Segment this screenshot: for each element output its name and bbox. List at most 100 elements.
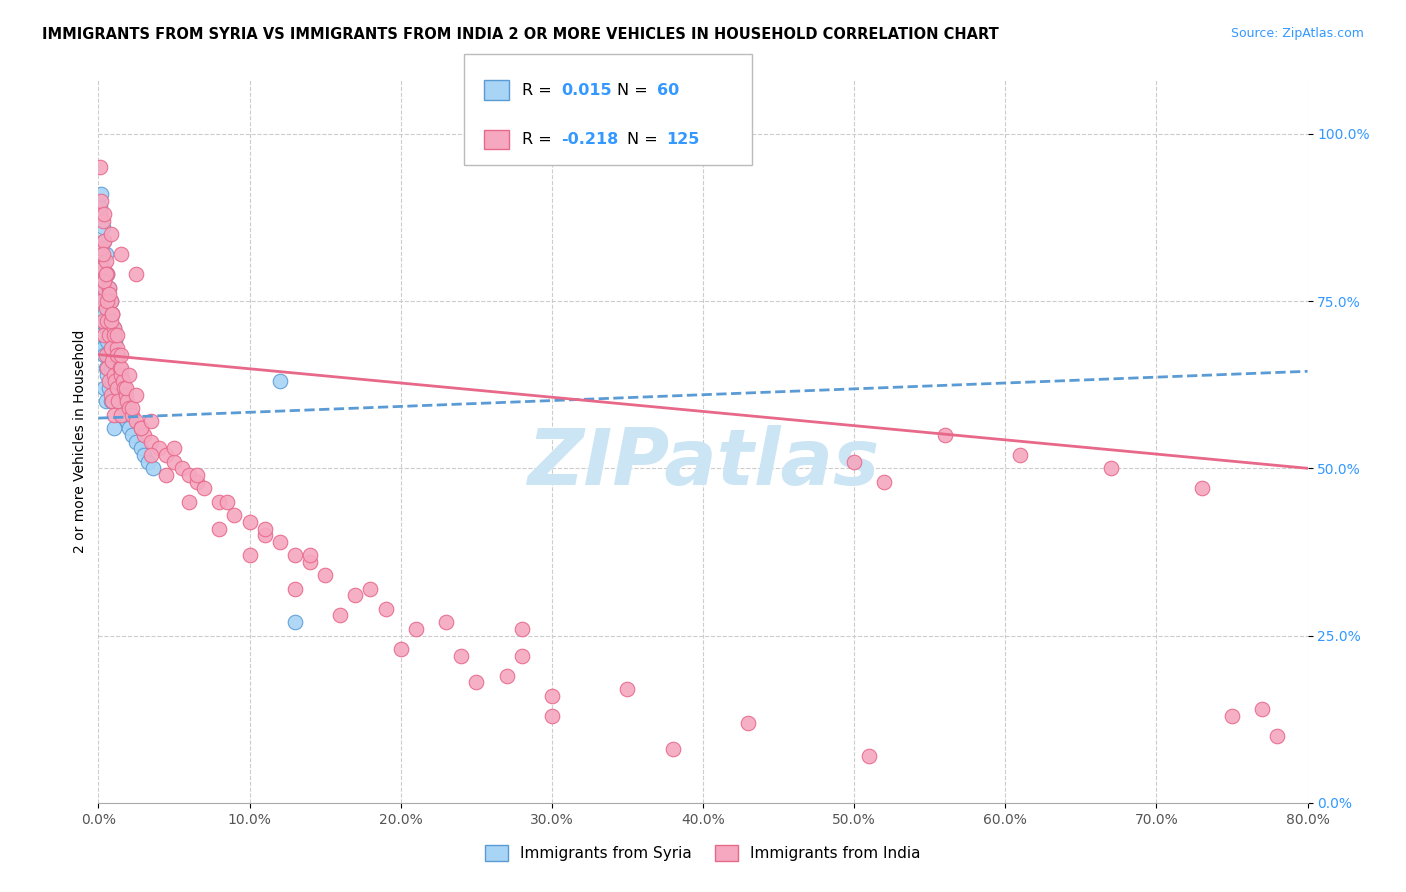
Point — [132, 448, 155, 462]
Point — [94, 394, 117, 409]
Point — [105, 381, 128, 395]
Point — [450, 648, 472, 663]
Point — [100, 314, 122, 328]
Point — [91, 247, 114, 261]
Point — [540, 708, 562, 723]
Point — [101, 307, 124, 322]
Point — [90, 341, 112, 355]
Point — [105, 348, 128, 362]
Point — [94, 361, 117, 376]
Point — [510, 648, 533, 663]
Point — [103, 321, 125, 335]
Point — [98, 314, 121, 328]
Point — [114, 387, 136, 401]
Point — [93, 274, 115, 288]
Point — [239, 515, 262, 529]
Point — [93, 234, 115, 248]
Point — [129, 421, 152, 435]
Text: -0.218: -0.218 — [561, 132, 619, 147]
Point — [155, 467, 177, 482]
Point — [94, 348, 117, 362]
Point — [111, 394, 134, 409]
Point — [193, 482, 215, 496]
Point — [105, 327, 128, 342]
Point — [100, 294, 122, 309]
Point — [284, 548, 307, 563]
Point — [89, 314, 111, 328]
Point — [215, 494, 238, 508]
Point — [112, 401, 135, 416]
Point — [121, 408, 143, 422]
Point — [89, 260, 111, 275]
Point — [89, 207, 111, 221]
Point — [314, 568, 336, 582]
Point — [103, 421, 125, 435]
Point — [104, 368, 127, 382]
Point — [661, 742, 683, 756]
Point — [93, 348, 115, 362]
Point — [118, 368, 141, 382]
Point — [103, 354, 125, 368]
Point — [96, 294, 118, 309]
Point — [103, 387, 125, 401]
Point — [269, 534, 291, 549]
Point — [103, 327, 125, 342]
Point — [93, 234, 115, 248]
Point — [186, 475, 208, 489]
Point — [108, 375, 131, 389]
Point — [108, 361, 131, 376]
Point — [100, 394, 122, 409]
Point — [100, 341, 122, 355]
Point — [89, 161, 111, 175]
Point — [101, 307, 124, 322]
Legend: Immigrants from Syria, Immigrants from India: Immigrants from Syria, Immigrants from I… — [479, 839, 927, 867]
Point — [100, 387, 122, 401]
Point — [125, 268, 148, 282]
Point — [540, 689, 562, 703]
Point — [873, 475, 896, 489]
Point — [94, 254, 117, 268]
Point — [93, 207, 115, 221]
Point — [114, 408, 136, 422]
Point — [129, 442, 152, 455]
Point — [163, 442, 186, 455]
Point — [299, 555, 322, 569]
Point — [121, 427, 143, 442]
Point — [98, 281, 121, 295]
Y-axis label: 2 or more Vehicles in Household: 2 or more Vehicles in Household — [73, 330, 87, 553]
Point — [163, 455, 186, 469]
Point — [101, 394, 124, 409]
Point — [90, 187, 112, 202]
Point — [103, 368, 125, 382]
Point — [104, 375, 127, 389]
Point — [136, 455, 159, 469]
Point — [93, 274, 115, 288]
Point — [90, 241, 112, 255]
Point — [170, 461, 193, 475]
Point — [91, 341, 114, 355]
Point — [96, 361, 118, 376]
Point — [104, 327, 127, 342]
Point — [100, 361, 122, 376]
Point — [107, 361, 129, 376]
Text: 125: 125 — [666, 132, 700, 147]
Point — [94, 287, 117, 301]
Point — [1220, 708, 1243, 723]
Point — [148, 442, 170, 455]
Point — [90, 287, 112, 301]
Point — [121, 401, 143, 416]
Point — [110, 348, 132, 362]
Point — [103, 408, 125, 422]
Point — [98, 287, 121, 301]
Point — [93, 307, 115, 322]
Point — [844, 455, 866, 469]
Point — [100, 227, 122, 242]
Point — [96, 268, 118, 282]
Point — [284, 582, 307, 596]
Point — [186, 467, 208, 482]
Point — [1191, 482, 1213, 496]
Point — [98, 375, 121, 389]
Point — [1251, 702, 1274, 716]
Point — [1267, 729, 1289, 743]
Point — [142, 461, 165, 475]
